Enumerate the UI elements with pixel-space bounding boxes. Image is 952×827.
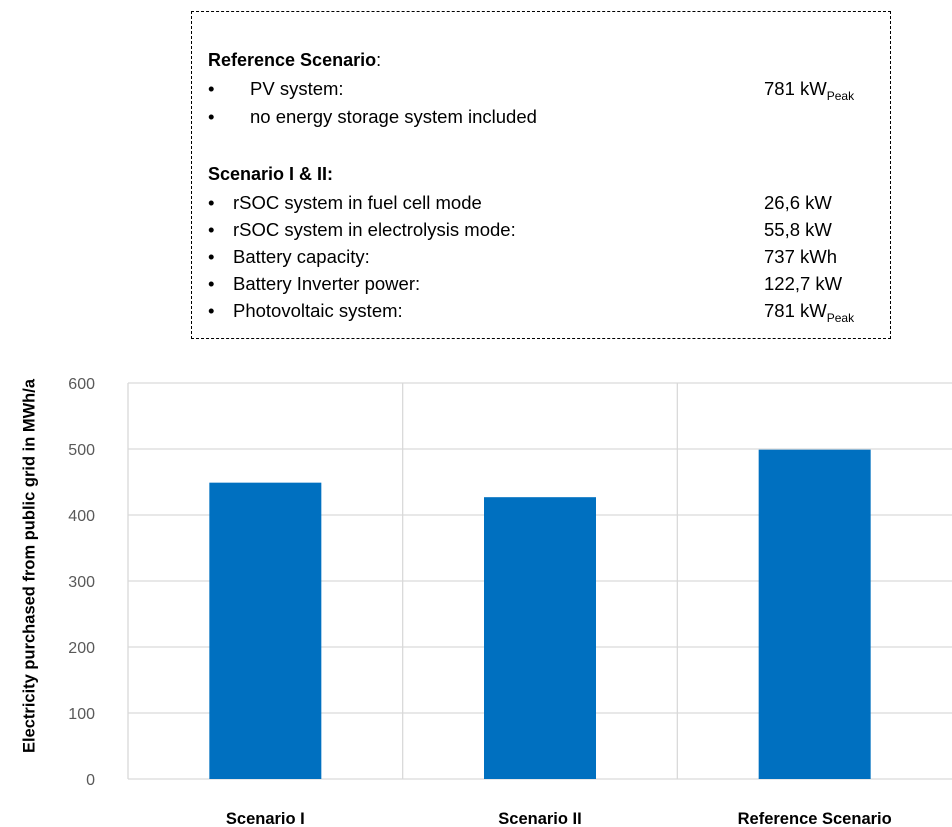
reference-title-text: Reference Scenario — [208, 50, 377, 70]
legend-row-electrolysis: • rSOC system in electrolysis mode: 55,8… — [192, 219, 890, 245]
legend-row-battery-capacity: • Battery capacity: 737 kWh — [192, 246, 890, 272]
bullet-icon: • — [208, 300, 215, 321]
legend-label: rSOC system in fuel cell mode — [233, 192, 482, 213]
legend-label: no energy storage system included — [250, 106, 537, 127]
reference-title-colon: : — [376, 50, 382, 70]
legend-row-no-storage: • no energy storage system included — [192, 106, 890, 132]
legend-row-pv-system: • PV system: 781 kWPeak — [192, 78, 890, 104]
legend-value: 26,6 kW — [764, 192, 832, 213]
legend-label: PV system: — [250, 78, 344, 99]
legend-label: Battery Inverter power: — [233, 273, 421, 294]
legend-row-photovoltaic: • Photovoltaic system: 781 kWPeak — [192, 300, 890, 326]
bullet-icon: • — [208, 78, 215, 99]
bar — [758, 449, 871, 779]
legend-label: rSOC system in electrolysis mode: — [233, 219, 516, 240]
legend-label: Photovoltaic system: — [233, 300, 403, 321]
scenario-i-ii-title: Scenario I & II: — [208, 164, 334, 184]
y-tick-label: 300 — [68, 574, 95, 591]
x-category-label: Scenario I — [226, 810, 305, 827]
x-category-label: Scenario II — [498, 810, 581, 827]
bar — [209, 482, 322, 779]
bullet-icon: • — [208, 219, 215, 240]
bullet-icon: • — [208, 192, 215, 213]
bullet-icon: • — [208, 106, 215, 127]
bullet-icon: • — [208, 273, 215, 294]
legend-label: Battery capacity: — [233, 246, 370, 267]
legend-value: 737 kWh — [764, 246, 838, 267]
legend-value: 781 kWPeak — [764, 78, 855, 103]
scenario-legend-box: Reference Scenario: • PV system: 781 kWP… — [191, 11, 891, 339]
legend-value: 781 kWPeak — [764, 300, 855, 325]
bullet-icon: • — [208, 246, 215, 267]
y-tick-label: 400 — [68, 508, 95, 525]
y-tick-label: 200 — [68, 640, 95, 657]
y-tick-label: 600 — [68, 376, 95, 393]
legend-value: 122,7 kW — [764, 273, 843, 294]
legend-row-fuel-cell: • rSOC system in fuel cell mode 26,6 kW — [192, 192, 890, 218]
reference-scenario-title: Reference Scenario: — [208, 50, 381, 71]
bar — [484, 497, 596, 779]
x-category-label: Reference Scenario — [738, 810, 892, 827]
legend-row-inverter-power: • Battery Inverter power: 122,7 kW — [192, 273, 890, 299]
y-tick-label: 100 — [68, 706, 95, 723]
legend-value: 55,8 kW — [764, 219, 832, 240]
y-tick-label: 500 — [68, 442, 95, 459]
y-tick-label: 0 — [86, 772, 95, 789]
